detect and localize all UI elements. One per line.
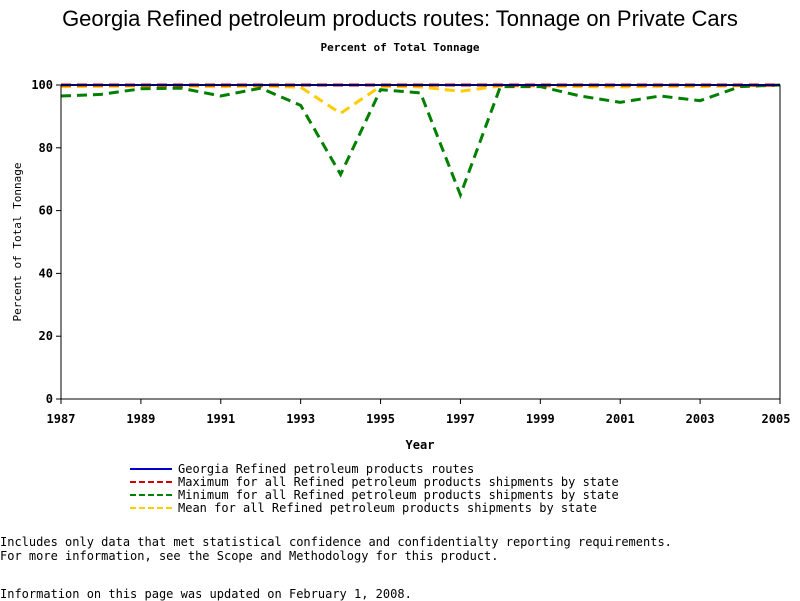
- legend-swatch: [130, 480, 172, 483]
- legend-item: Georgia Refined petroleum products route…: [130, 461, 619, 476]
- x-tick-label: 1987: [47, 412, 76, 426]
- y-tick-label: 0: [46, 392, 53, 406]
- y-axis-label: Percent of Total Tonnage: [11, 163, 24, 322]
- y-tick-label: 40: [39, 266, 53, 280]
- notes: Includes only data that met statistical …: [0, 535, 672, 563]
- series-line-2: [60, 83, 781, 200]
- x-tick-label: 2003: [686, 412, 715, 426]
- y-tick-label: 80: [39, 141, 53, 155]
- legend-swatch: [130, 467, 172, 470]
- legend-item: Minimum for all Refined petroleum produc…: [130, 487, 619, 502]
- update-note: Information on this page was updated on …: [0, 587, 412, 601]
- legend-item: Maximum for all Refined petroleum produc…: [130, 474, 619, 489]
- chart-legend: Georgia Refined petroleum products route…: [130, 461, 619, 515]
- x-tick-label: 1991: [206, 412, 235, 426]
- y-tick-label: 60: [39, 204, 53, 218]
- chart-title: Georgia Refined petroleum products route…: [62, 6, 738, 31]
- legend-swatch: [130, 493, 172, 496]
- x-axis-label: Year: [406, 438, 435, 452]
- x-tick-label: 2001: [606, 412, 635, 426]
- legend-label: Mean for all Refined petroleum products …: [178, 500, 598, 515]
- series-line-3: [60, 83, 781, 116]
- note-methodology: For more information, see the Scope and …: [0, 549, 499, 563]
- legend-label: Maximum for all Refined petroleum produc…: [178, 474, 619, 489]
- note-confidence: Includes only data that met statistical …: [0, 535, 672, 549]
- x-tick-label: 2005: [762, 412, 791, 426]
- x-tick-label: 1989: [126, 412, 155, 426]
- series-layer: [60, 83, 781, 200]
- x-tick-label: 1999: [526, 412, 555, 426]
- legend-label: Georgia Refined petroleum products route…: [178, 461, 475, 476]
- y-tick-label: 20: [39, 329, 53, 343]
- x-tick-label: 1993: [286, 412, 315, 426]
- legend-item: Mean for all Refined petroleum products …: [130, 500, 619, 515]
- x-tick-label: 1997: [446, 412, 475, 426]
- tick-layer: 1987 1989 1991 1993 1995 1997 1999 2001 2003 2005…: [31, 78, 790, 426]
- x-tick-label: 1995: [366, 412, 395, 426]
- line-chart: 1987 1989 1991 1993 1995 1997 1999 2001 2003 2005…: [11, 78, 790, 452]
- plot-frame: [60, 84, 781, 400]
- chart-subtitle: Percent of Total Tonnage: [320, 41, 480, 54]
- legend-swatch: [130, 506, 172, 509]
- legend-label: Minimum for all Refined petroleum produc…: [178, 487, 619, 502]
- y-tick-label: 100: [31, 78, 53, 92]
